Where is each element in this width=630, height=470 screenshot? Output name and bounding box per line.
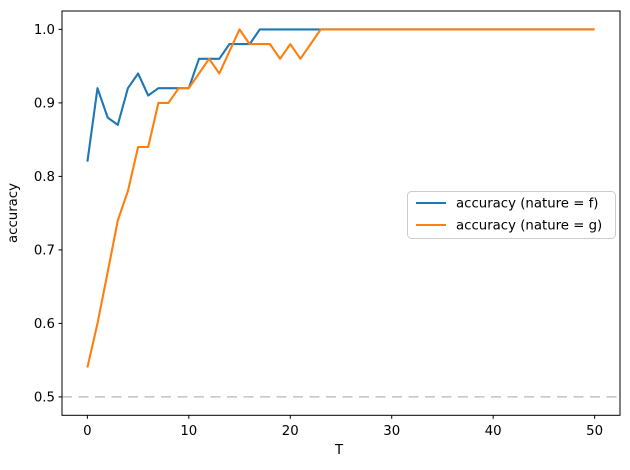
y-axis-tick-label: 0.8 — [34, 170, 55, 185]
y-axis-tick-label: 0.7 — [34, 244, 55, 259]
legend-label-g: accuracy (nature = g) — [456, 219, 602, 234]
x-axis-tick-label: 20 — [282, 424, 299, 439]
y-axis-label: accuracy — [6, 183, 21, 243]
x-axis-tick-label: 40 — [485, 424, 502, 439]
y-axis-tick-label: 0.9 — [34, 97, 55, 112]
plot-area: 0 10 20 30 40 50 0.5 0.6 0.7 0.8 0.9 1.0 — [34, 10, 621, 439]
x-axis-tick-label: 50 — [586, 424, 603, 439]
series-line-f — [86, 28, 595, 162]
y-axis-tick-label: 0.5 — [34, 391, 55, 406]
legend-box — [407, 191, 616, 239]
x-axis-tick-label: 10 — [180, 424, 197, 439]
y-axis-tick-label: 0.6 — [34, 317, 55, 332]
series-line-g — [86, 28, 595, 368]
x-axis-tick-label: 30 — [383, 424, 400, 439]
plot-border — [61, 10, 621, 416]
x-axis-label: T — [334, 443, 344, 458]
legend-label-f: accuracy (nature = f) — [456, 197, 598, 212]
y-axis-tick-label: 1.0 — [34, 23, 55, 38]
legend: accuracy (nature = f) accuracy (nature =… — [407, 191, 616, 239]
x-axis-tick-label: 0 — [83, 424, 91, 439]
